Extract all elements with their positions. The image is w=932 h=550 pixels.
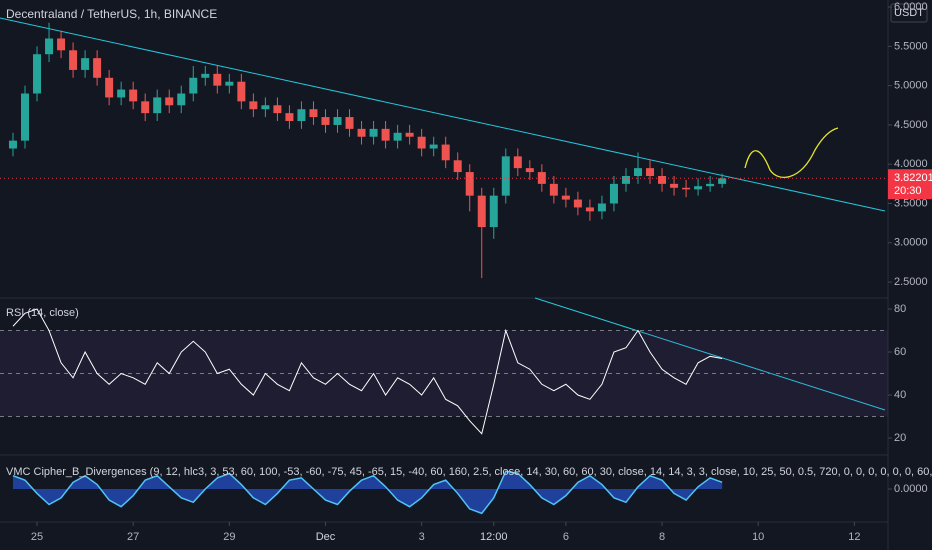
candle-body <box>633 168 642 176</box>
candle-body <box>417 136 426 149</box>
candle-body <box>357 128 366 137</box>
x-tick-label: Dec <box>316 531 336 543</box>
candle-body <box>117 89 126 98</box>
candle-body <box>429 144 438 149</box>
candle-body <box>549 183 558 196</box>
y-tick-label: 3.0000 <box>894 237 928 249</box>
candle-body <box>621 176 630 184</box>
candle-body <box>45 38 54 55</box>
y-tick-label: 60 <box>894 346 906 358</box>
candle-body <box>297 109 306 121</box>
y-tick-label: 3.5000 <box>894 197 928 209</box>
candle-body <box>441 144 450 161</box>
y-tick-label: 2.5000 <box>894 276 928 288</box>
drawing <box>744 127 839 178</box>
symbol-title: Decentraland / TetherUS, 1h, BINANCE <box>6 7 217 21</box>
candle-body <box>453 160 462 173</box>
candle-body <box>333 117 342 125</box>
candle-body <box>93 58 102 78</box>
candle-body <box>21 93 30 141</box>
candle-body <box>393 132 402 141</box>
wave-area <box>12 471 723 514</box>
indicator-title: VMC Cipher_B_Divergences (9, 12, hlc3, 3… <box>6 466 932 478</box>
candle-body <box>213 73 222 86</box>
candle-body <box>405 132 414 137</box>
candle-body <box>381 128 390 141</box>
x-tick-label: 12 <box>848 531 860 543</box>
x-tick-label: 29 <box>223 531 235 543</box>
candle-body <box>321 117 330 125</box>
candle-body <box>273 105 282 114</box>
candle-body <box>537 172 546 184</box>
candle-body <box>81 58 90 70</box>
candle-body <box>261 105 270 110</box>
candle-body <box>285 113 294 121</box>
currency-badge[interactable] <box>890 3 928 23</box>
x-tick-label: 27 <box>127 531 139 543</box>
candle-body <box>33 54 42 94</box>
candle-body <box>153 97 162 114</box>
candle-body <box>309 109 318 118</box>
candle-body <box>165 97 174 106</box>
candle-body <box>477 195 486 228</box>
candle-body <box>585 207 594 212</box>
candle-body <box>189 77 198 94</box>
y-tick-label: 20 <box>894 432 906 444</box>
candle-body <box>345 117 354 129</box>
candle-body <box>201 73 210 78</box>
wave-line <box>12 470 723 515</box>
currency: USDT <box>894 7 924 19</box>
trendline <box>534 297 886 411</box>
rsi-line <box>12 308 723 435</box>
candle-body <box>646 168 655 176</box>
candle-body <box>561 195 570 200</box>
indicator-title: RSI (14, close) <box>6 307 79 319</box>
candle-body <box>141 101 150 114</box>
candle-body <box>597 203 606 212</box>
candle-body <box>501 156 510 196</box>
candle-body <box>694 186 703 190</box>
candle-body <box>658 176 667 184</box>
x-tick-label: 25 <box>31 531 43 543</box>
candle-body <box>489 195 498 228</box>
candle-body <box>706 183 715 187</box>
candle-body <box>465 172 474 196</box>
candle-body <box>105 77 114 98</box>
y-tick-label: 5.0000 <box>894 80 928 92</box>
x-tick-label: 6 <box>563 531 569 543</box>
y-tick-label: 0.0000 <box>894 483 928 495</box>
candle-body <box>237 81 246 102</box>
candle-body <box>369 128 378 137</box>
candle-body <box>682 187 691 190</box>
candle-body <box>177 93 186 106</box>
candle-body <box>129 89 138 102</box>
candle-body <box>525 168 534 173</box>
candle-body <box>225 81 234 86</box>
candle-body <box>670 183 679 188</box>
candle-body <box>69 50 78 70</box>
y-tick-label: 6.0000 <box>894 1 928 13</box>
y-tick-label: 5.5000 <box>894 40 928 52</box>
x-tick-label: 10 <box>752 531 764 543</box>
x-tick-label: 8 <box>659 531 665 543</box>
trendline <box>0 17 886 212</box>
y-tick-label: 40 <box>894 389 906 401</box>
y-tick-label: 80 <box>894 303 906 315</box>
candle-body <box>573 199 582 208</box>
candle-body <box>8 140 17 149</box>
candle-body <box>249 101 258 110</box>
x-tick-label: 12:00 <box>480 531 508 543</box>
candle-body <box>718 178 727 184</box>
x-tick-label: 3 <box>419 531 425 543</box>
candle-body <box>57 38 66 51</box>
last-price-label: 3.82201 <box>894 172 932 184</box>
last-price-badge <box>888 169 932 200</box>
countdown: 20:30 <box>894 185 922 197</box>
y-tick-label: 4.5000 <box>894 119 928 131</box>
candle-body <box>513 156 522 169</box>
y-tick-label: 4.0000 <box>894 158 928 170</box>
candle-body <box>609 183 618 204</box>
